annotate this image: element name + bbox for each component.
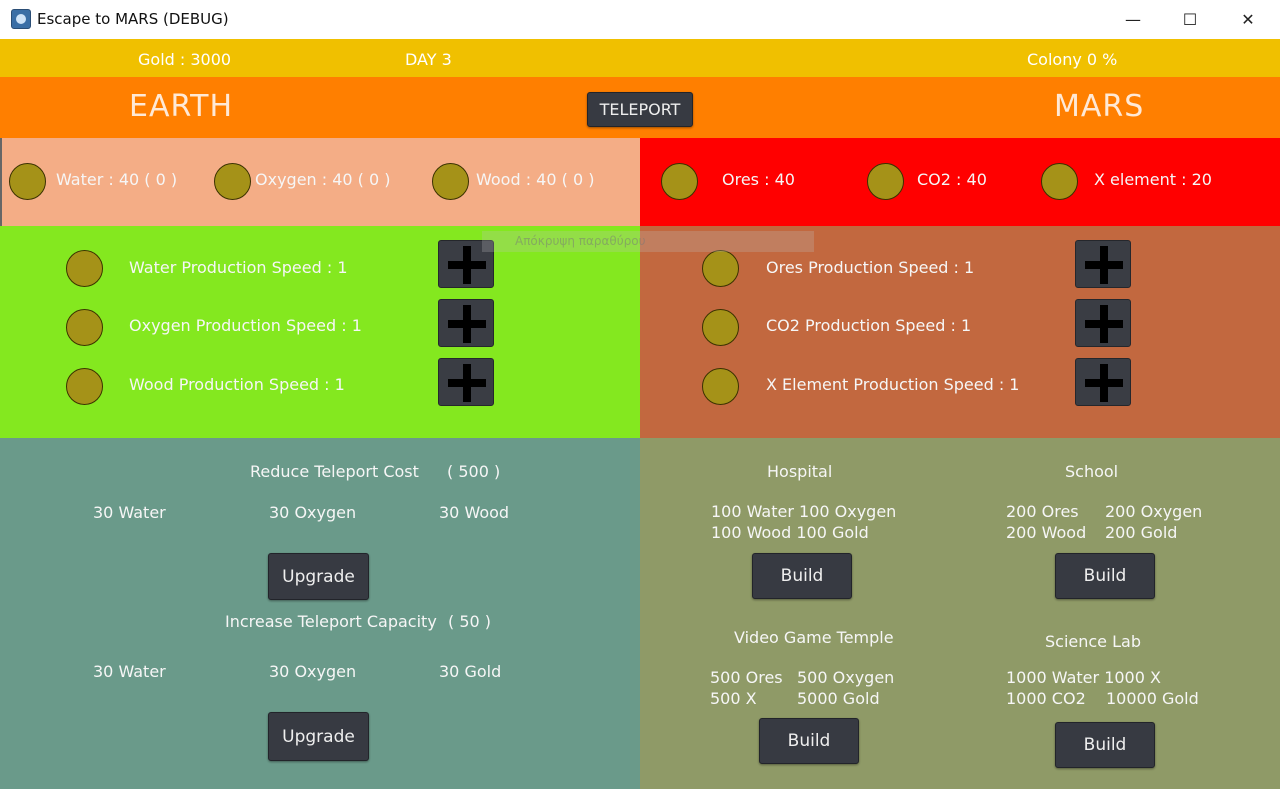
school-cost-oxygen: 200 Oxygen [1105,502,1203,521]
ores-production-plus-button[interactable] [1075,240,1131,288]
temple-title: Video Game Temple [734,628,894,647]
oxygen-production-plus-button[interactable] [438,299,494,347]
mars-resources-panel: Ores : 40 CO2 : 40 X element : 20 [640,138,1280,226]
ores-production-label: Ores Production Speed : 1 [766,258,975,277]
increase-capacity-water: 30 Water [93,662,166,681]
water-production-label: Water Production Speed : 1 [129,258,348,277]
tooltip: Απόκρυψη παραθύρου [482,231,814,252]
school-cost-wood: 200 Wood [1006,523,1087,542]
co2-production-icon [702,309,739,346]
upgrade-panel: Reduce Teleport Cost ( 500 ) 30 Water 30… [0,438,640,789]
day-counter: DAY 3 [405,50,452,69]
earth-title: EARTH [129,89,234,124]
hospital-cost-line2: 100 Wood 100 Gold [711,523,869,542]
maximize-button[interactable]: ☐ [1182,10,1198,29]
water-amount: Water : 40 ( 0 ) [56,170,178,189]
temple-build-button[interactable]: Build [759,718,859,764]
oxygen-icon [214,163,251,200]
increase-capacity-price: ( 50 ) [448,612,492,631]
reduce-cost-water: 30 Water [93,503,166,522]
hospital-cost-line1: 100 Water 100 Oxygen [711,502,897,521]
science-lab-title: Science Lab [1045,632,1141,651]
school-build-button[interactable]: Build [1055,553,1155,599]
wood-production-plus-button[interactable] [438,358,494,406]
reduce-teleport-cost-title: Reduce Teleport Cost [250,462,419,481]
science-lab-cost-line1: 1000 Water 1000 X [1006,668,1161,687]
minimize-button[interactable]: — [1125,10,1141,29]
science-lab-cost-co2: 1000 CO2 [1006,689,1086,708]
science-lab-cost-gold: 10000 Gold [1106,689,1199,708]
co2-icon [867,163,904,200]
wood-icon [432,163,469,200]
ores-icon [661,163,698,200]
hospital-title: Hospital [767,462,833,481]
water-production-icon [66,250,103,287]
wood-production-icon [66,368,103,405]
hospital-build-button[interactable]: Build [752,553,852,599]
x-element-production-plus-button[interactable] [1075,358,1131,406]
buildings-panel: Hospital 100 Water 100 Oxygen 100 Wood 1… [640,438,1280,789]
reduce-cost-upgrade-button[interactable]: Upgrade [268,553,369,600]
water-production-plus-button[interactable] [438,240,494,288]
earth-production-panel: Water Production Speed : 1 Oxygen Produc… [0,226,640,438]
temple-cost-ores: 500 Ores [710,668,783,687]
school-cost-ores: 200 Ores [1006,502,1079,521]
wood-production-label: Wood Production Speed : 1 [129,375,345,394]
increase-capacity-gold: 30 Gold [439,662,502,681]
mars-production-panel: Ores Production Speed : 1 CO2 Production… [640,226,1280,438]
x-element-production-icon [702,368,739,405]
temple-cost-oxygen: 500 Oxygen [797,668,895,687]
oxygen-production-icon [66,309,103,346]
app-icon [11,9,31,29]
x-element-amount: X element : 20 [1094,170,1212,189]
mars-title: MARS [1054,89,1145,124]
close-button[interactable]: ✕ [1241,10,1255,29]
school-title: School [1065,462,1119,481]
temple-cost-x: 500 X [710,689,757,708]
co2-amount: CO2 : 40 [917,170,987,189]
teleport-button[interactable]: TELEPORT [587,92,693,127]
oxygen-amount: Oxygen : 40 ( 0 ) [255,170,391,189]
reduce-teleport-cost-price: ( 500 ) [447,462,501,481]
school-cost-gold: 200 Gold [1105,523,1178,542]
increase-capacity-title: Increase Teleport Capacity [225,612,437,631]
reduce-cost-wood: 30 Wood [439,503,510,522]
wood-amount: Wood : 40 ( 0 ) [476,170,595,189]
oxygen-production-label: Oxygen Production Speed : 1 [129,316,362,335]
earth-resources-panel: Water : 40 ( 0 ) Oxygen : 40 ( 0 ) Wood … [0,138,640,226]
temple-cost-gold: 5000 Gold [797,689,880,708]
window-title: Escape to MARS (DEBUG) [37,10,229,28]
x-element-icon [1041,163,1078,200]
colony-progress: Colony 0 % [1027,50,1118,69]
ores-production-icon [702,250,739,287]
planet-header: EARTH TELEPORT MARS [0,77,1280,138]
water-icon [9,163,46,200]
status-bar: Gold : 3000 DAY 3 Colony 0 % [0,39,1280,77]
gold-counter: Gold : 3000 [138,50,232,69]
x-element-production-label: X Element Production Speed : 1 [766,375,1020,394]
co2-production-plus-button[interactable] [1075,299,1131,347]
co2-production-label: CO2 Production Speed : 1 [766,316,972,335]
ores-amount: Ores : 40 [722,170,795,189]
reduce-cost-oxygen: 30 Oxygen [269,503,357,522]
increase-capacity-oxygen: 30 Oxygen [269,662,357,681]
science-lab-build-button[interactable]: Build [1055,722,1155,768]
increase-capacity-upgrade-button[interactable]: Upgrade [268,712,369,761]
